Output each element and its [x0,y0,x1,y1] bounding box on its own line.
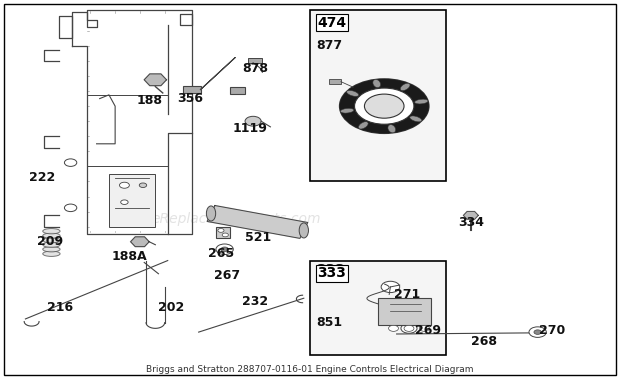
Polygon shape [144,74,167,86]
Text: 222: 222 [29,171,55,184]
Circle shape [355,88,414,124]
Text: 267: 267 [214,269,240,282]
Ellipse shape [206,206,216,221]
Text: 271: 271 [394,288,420,301]
Text: eReplacementParts.com: eReplacementParts.com [151,212,321,226]
Text: 216: 216 [47,301,73,314]
Circle shape [216,244,233,254]
Text: 878: 878 [242,62,268,75]
Text: Briggs and Stratton 288707-0116-01 Engine Controls Electrical Diagram: Briggs and Stratton 288707-0116-01 Engin… [146,364,474,373]
Circle shape [529,327,546,338]
Text: 269: 269 [415,324,441,337]
Text: 333: 333 [316,263,345,277]
Bar [310,260,446,355]
Circle shape [218,229,224,232]
Circle shape [222,233,228,237]
Circle shape [221,247,228,251]
Polygon shape [463,211,478,219]
Bar [229,87,245,94]
Text: 270: 270 [539,324,565,337]
Text: 474: 474 [316,12,345,26]
Bar [248,57,262,63]
Circle shape [389,325,399,332]
Text: 521: 521 [245,231,272,245]
Text: 209: 209 [37,235,63,248]
Circle shape [365,94,404,118]
Text: 232: 232 [242,296,268,308]
Ellipse shape [410,116,422,122]
Text: 851: 851 [316,316,342,329]
Text: 333: 333 [317,266,347,280]
Circle shape [404,325,414,332]
Circle shape [245,116,261,126]
Bar [378,298,431,325]
Ellipse shape [373,79,381,88]
Bar [109,174,156,227]
Bar [329,79,341,84]
Text: 877: 877 [316,39,342,53]
Ellipse shape [43,229,60,234]
Ellipse shape [415,99,428,104]
Text: 268: 268 [471,335,497,348]
Ellipse shape [347,90,359,96]
Text: 1119: 1119 [232,122,268,135]
Ellipse shape [43,242,60,247]
Text: 202: 202 [159,301,185,314]
Circle shape [381,281,400,293]
Text: 265: 265 [208,246,234,260]
Text: 188A: 188A [112,250,148,263]
Ellipse shape [43,246,60,252]
Polygon shape [207,206,308,239]
Ellipse shape [43,251,60,256]
Ellipse shape [43,238,60,243]
Bar [183,86,200,93]
Ellipse shape [401,83,410,91]
Ellipse shape [358,122,368,129]
Circle shape [140,183,147,187]
Circle shape [340,79,429,133]
Circle shape [340,79,429,133]
Text: 356: 356 [177,92,203,105]
Circle shape [534,330,541,335]
Text: 334: 334 [458,216,484,229]
Circle shape [120,182,130,188]
Text: 188: 188 [137,94,163,107]
Circle shape [401,324,417,333]
Circle shape [64,204,77,212]
Ellipse shape [43,233,60,239]
Ellipse shape [340,108,354,113]
Bar [216,227,229,238]
Circle shape [420,325,430,332]
Bar [310,10,446,181]
Circle shape [64,159,77,166]
Polygon shape [131,237,149,246]
Circle shape [121,200,128,204]
Ellipse shape [299,223,309,238]
Text: 474: 474 [317,16,347,30]
Ellipse shape [388,125,396,133]
